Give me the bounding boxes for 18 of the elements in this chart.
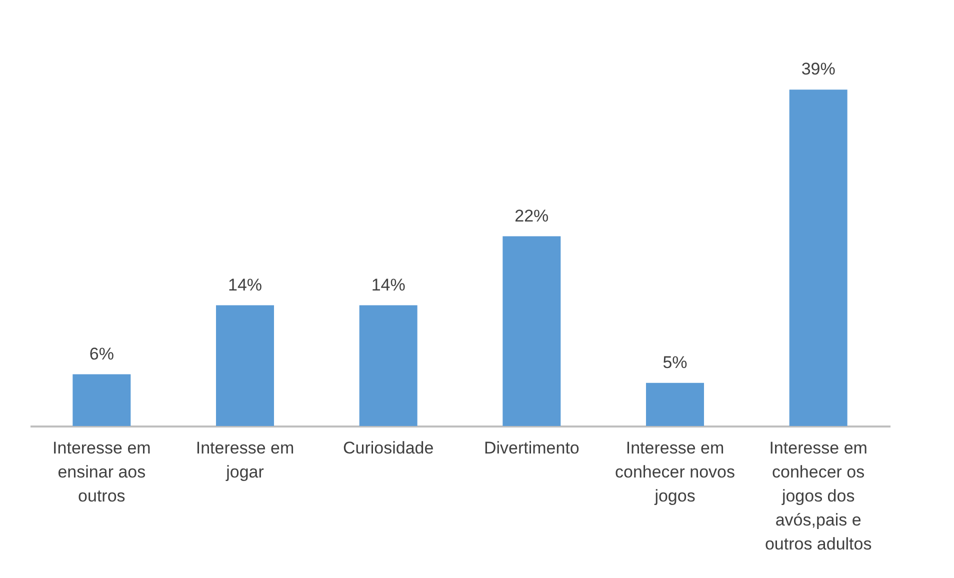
- bar: [359, 305, 418, 426]
- x-tick-label: Interesse em ensinar aos outros: [52, 438, 151, 506]
- data-label: 14%: [228, 275, 262, 294]
- data-label: 39%: [801, 60, 836, 79]
- data-label: 6%: [89, 344, 114, 364]
- bar: [216, 305, 274, 426]
- bar: [789, 90, 848, 426]
- x-tick-label: Divertimento: [484, 438, 580, 458]
- x-tick-label: Interesse em conhecer novos jogos: [614, 438, 736, 506]
- data-label: 5%: [662, 352, 688, 372]
- bar: [72, 374, 131, 426]
- bar: [502, 236, 561, 426]
- x-tick-label: Curiosidade: [342, 438, 434, 458]
- data-label: 14%: [371, 275, 406, 294]
- x-tick-label: Interesse em jogar: [196, 438, 294, 482]
- bar: [646, 382, 704, 426]
- data-label: 22%: [514, 206, 549, 226]
- x-tick-label: Interesse em conhecer os jogos dos avós,pais e outros adultos: [764, 438, 872, 554]
